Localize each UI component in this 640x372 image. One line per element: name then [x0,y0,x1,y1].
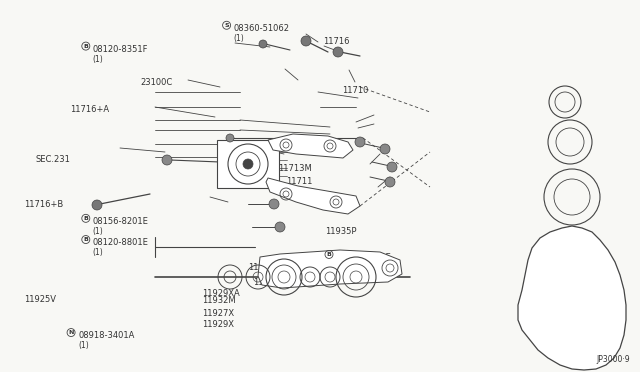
Text: (1): (1) [93,227,104,236]
Text: (1): (1) [93,55,104,64]
Text: (2): (2) [336,263,347,272]
Text: 11925V: 11925V [24,295,56,304]
Circle shape [301,36,311,46]
Text: 23100C: 23100C [141,78,173,87]
Text: 11928X: 11928X [253,278,285,287]
Polygon shape [268,134,353,158]
Text: B: B [83,237,88,242]
Text: 08120-8351F: 08120-8351F [93,45,148,54]
Polygon shape [217,140,279,188]
Text: 11710: 11710 [342,86,369,94]
Text: S: S [224,23,229,28]
Circle shape [259,40,267,48]
Circle shape [162,155,172,165]
Text: 11926F: 11926F [248,263,280,272]
Circle shape [92,200,102,210]
Text: B: B [83,216,88,221]
Text: SEC.231: SEC.231 [35,155,70,164]
Polygon shape [266,178,360,214]
Text: B: B [83,44,88,49]
Polygon shape [258,250,402,288]
Text: 08156-8201E: 08156-8201E [93,217,148,226]
Circle shape [355,137,365,147]
Circle shape [275,222,285,232]
Text: 08918-3401A: 08918-3401A [78,331,134,340]
Polygon shape [518,226,626,370]
Text: B: B [326,252,332,257]
Text: 08120-8801E: 08120-8801E [93,238,148,247]
Circle shape [269,199,279,209]
Text: 11929X: 11929X [202,320,234,329]
Text: (1): (1) [93,248,104,257]
Text: 11711: 11711 [286,177,312,186]
Circle shape [380,144,390,154]
Text: 11713M: 11713M [278,164,312,173]
Text: 11716: 11716 [323,37,349,46]
Circle shape [385,177,395,187]
Text: 11716+B: 11716+B [24,200,63,209]
Text: 11927X: 11927X [202,309,234,318]
Text: 11932M: 11932M [202,296,236,305]
Circle shape [333,47,343,57]
Text: (1): (1) [78,341,89,350]
Circle shape [226,134,234,142]
Text: (1): (1) [234,34,244,43]
Text: JP3000·9: JP3000·9 [596,355,630,364]
Text: 11929XA: 11929XA [202,289,240,298]
Text: N: N [68,330,74,335]
Circle shape [243,159,253,169]
Text: 08360-51062: 08360-51062 [234,24,290,33]
Text: 11716+A: 11716+A [70,105,109,114]
Circle shape [387,162,397,172]
Text: 11935P: 11935P [325,227,356,236]
Text: 08120-8201E: 08120-8201E [336,253,392,262]
